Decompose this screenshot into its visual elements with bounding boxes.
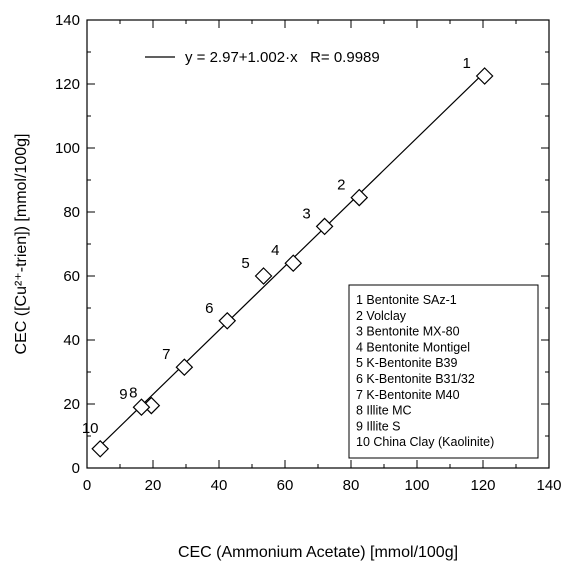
fit-equation: y = 2.97+1.002·x R= 0.9989 [185,49,380,66]
legend-entry: 1 Bentonite SAz-1 [356,293,457,307]
point-label-1: 1 [462,55,470,72]
legend-entry: 6 K-Bentonite B31/32 [356,372,475,386]
x-tick-label: 60 [277,477,294,494]
y-axis-title: CEC ([Cu²⁺-trien]) [mmol/100g] [13,134,30,355]
data-point-9 [132,398,151,417]
point-label-9: 9 [119,386,127,403]
legend-entry: 7 K-Bentonite M40 [356,388,460,402]
y-tick-label: 140 [55,12,80,29]
data-point-1 [475,67,494,85]
point-label-8: 8 [129,385,137,402]
data-point-4 [284,254,303,273]
x-tick-label: 0 [83,477,91,494]
point-label-2: 2 [337,177,345,194]
x-tick-label: 100 [404,477,429,494]
legend-entry: 9 Illite S [356,419,400,433]
y-tick-label: 20 [63,396,80,413]
x-tick-label: 140 [536,477,561,494]
x-tick-label: 20 [145,477,162,494]
x-tick-label: 120 [470,477,495,494]
legend-entry: 8 Illite MC [356,404,412,418]
x-axis-title: CEC (Ammonium Acetate) [mmol/100g] [178,544,458,561]
x-tick-label: 40 [211,477,228,494]
legend-entry: 3 Bentonite MX-80 [356,325,460,339]
data-point-5 [254,267,273,285]
data-point-2 [350,188,369,207]
point-label-6: 6 [205,300,213,317]
legend-entry: 10 China Clay (Kaolinite) [356,435,494,449]
y-tick-label: 40 [63,332,80,349]
y-tick-label: 0 [72,460,80,477]
legend-box [348,284,539,459]
data-point-7 [175,358,194,377]
point-label-3: 3 [302,205,310,222]
point-label-4: 4 [271,242,279,259]
y-tick-label: 120 [55,76,80,93]
point-label-7: 7 [162,346,170,363]
legend-entry: 4 Bentonite Montigel [356,340,470,354]
point-label-10: 10 [82,420,99,437]
legend-entry: 2 Volclay [356,309,407,323]
x-tick-label: 80 [343,477,360,494]
y-tick-label: 80 [63,204,80,221]
data-point-3 [315,217,334,236]
data-point-6 [218,311,237,330]
legend-entry: 5 K-Bentonite B39 [356,356,458,370]
y-tick-label: 100 [55,140,80,157]
data-point-10 [91,439,110,458]
point-label-5: 5 [241,255,249,272]
y-tick-label: 60 [63,268,80,285]
